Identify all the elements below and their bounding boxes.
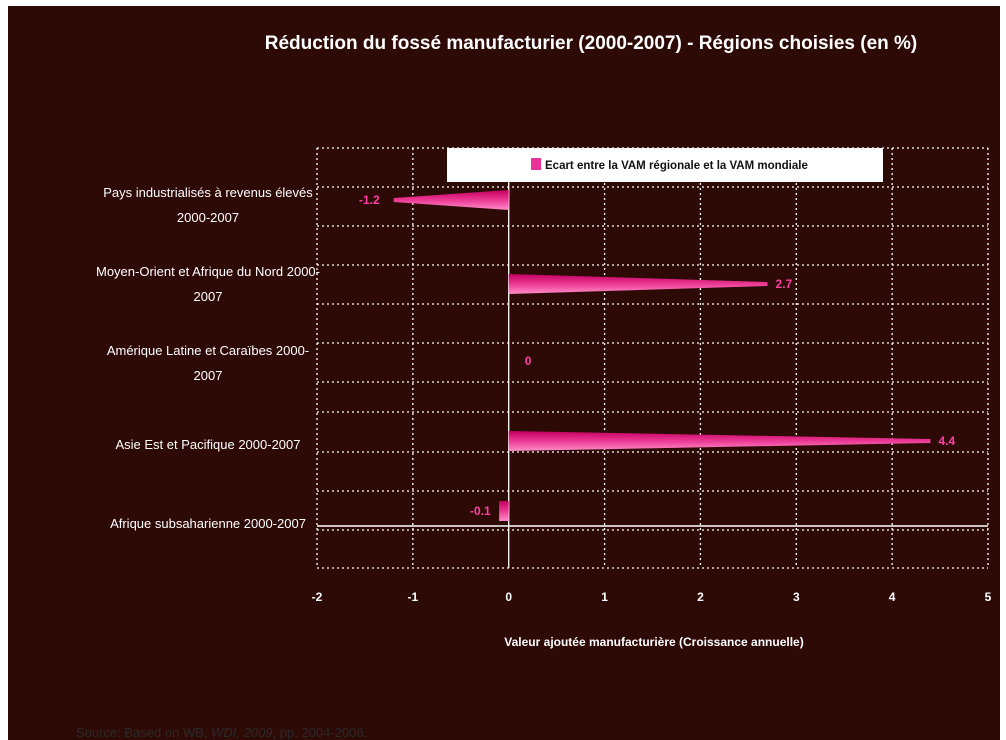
bar (393, 190, 509, 210)
category-label: Moyen-Orient et Afrique du Nord 2000- (96, 264, 320, 279)
source-suffix: , pp. 2004-2006. (273, 725, 368, 740)
category-label: Amérique Latine et Caraïbes 2000- (107, 343, 309, 358)
bar (508, 431, 931, 451)
x-tick-label: 2 (697, 590, 704, 604)
x-tick-label: -2 (312, 590, 323, 604)
bar (508, 274, 768, 294)
chart-panel (8, 6, 1000, 740)
gridlines (316, 147, 989, 569)
x-tick-label: 4 (889, 590, 896, 604)
data-label: -1.2 (359, 193, 380, 207)
x-tick-label: 3 (793, 590, 800, 604)
legend: Ecart entre la VAM régionale et la VAM m… (447, 148, 883, 182)
value-labels: -1.2 2.7 0 4.4 -0.1 (359, 193, 955, 518)
category-label: Asie Est et Pacifique 2000-2007 (115, 437, 300, 452)
bar (499, 501, 509, 521)
x-tick-label: 0 (505, 590, 512, 604)
source-prefix: Source: Based on WB, (76, 725, 211, 740)
legend-swatch (531, 158, 541, 170)
category-label: Pays industrialisés à revenus élevés (103, 185, 313, 200)
bars (393, 190, 931, 521)
source-note: Source: Based on WB, WDI, 2009, pp. 2004… (76, 725, 367, 740)
category-label: 2000-2007 (177, 210, 239, 225)
category-label: 2007 (194, 289, 223, 304)
legend-box (447, 148, 883, 182)
source-italic: WDI, 2009 (211, 725, 272, 740)
data-label: 2.7 (776, 277, 793, 291)
data-label: 0 (525, 354, 532, 368)
x-tick-label: -1 (408, 590, 419, 604)
x-axis-label: Valeur ajoutée manufacturière (Croissanc… (504, 635, 803, 649)
category-labels: Pays industrialisés à revenus élevés 2000… (96, 185, 320, 531)
x-tick-label: 1 (601, 590, 608, 604)
category-label: Afrique subsaharienne 2000-2007 (110, 516, 306, 531)
data-label: 4.4 (938, 434, 955, 448)
chart-title: Réduction du fossé manufacturier (2000-2… (265, 33, 918, 54)
legend-label: Ecart entre la VAM régionale et la VAM m… (545, 160, 808, 172)
x-tick-label: 5 (985, 590, 992, 604)
data-label: -0.1 (470, 504, 491, 518)
category-label: 2007 (194, 368, 223, 383)
x-tick-labels: -2 -1 0 1 2 3 4 5 (312, 590, 992, 604)
